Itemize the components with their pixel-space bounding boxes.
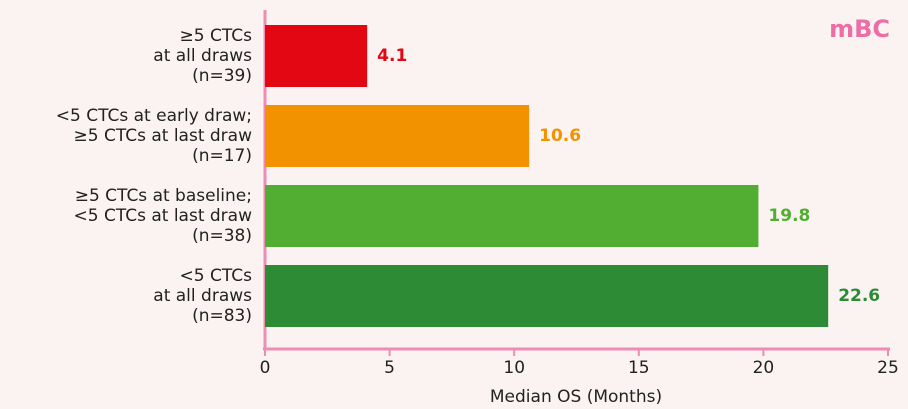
value-label: 22.6: [838, 286, 880, 306]
y-tick-label: <5 CTCs at last draw: [73, 206, 252, 226]
y-tick-label: (n=39): [192, 66, 252, 86]
value-label: 19.8: [768, 206, 810, 226]
x-tick-label: 20: [753, 358, 775, 378]
y-tick-label: ≥5 CTCs: [180, 26, 253, 46]
chart-title: mBC: [829, 15, 890, 43]
bar: [265, 265, 829, 327]
x-tick-label: 15: [628, 358, 650, 378]
y-tick-label: (n=83): [192, 306, 252, 326]
x-tick-label: 0: [260, 358, 271, 378]
bar: [265, 185, 759, 247]
y-tick-label: ≥5 CTCs at baseline;: [75, 186, 252, 206]
bar: [265, 25, 368, 87]
y-tick-label: (n=17): [192, 146, 252, 166]
x-tick-label: 25: [877, 358, 899, 378]
y-tick-label: <5 CTCs: [180, 266, 253, 286]
x-tick-label: 5: [384, 358, 395, 378]
y-tick-label: (n=38): [192, 226, 252, 246]
y-tick-label: <5 CTCs at early draw;: [56, 106, 252, 126]
y-tick-label: at all draws: [153, 46, 252, 66]
bar: [265, 105, 530, 167]
y-tick-label: ≥5 CTCs at last draw: [73, 126, 252, 146]
value-label: 4.1: [377, 46, 407, 66]
value-label: 10.6: [539, 126, 581, 146]
y-tick-label: at all draws: [153, 286, 252, 306]
x-tick-label: 10: [503, 358, 525, 378]
x-axis-label: Median OS (Months): [490, 387, 662, 407]
